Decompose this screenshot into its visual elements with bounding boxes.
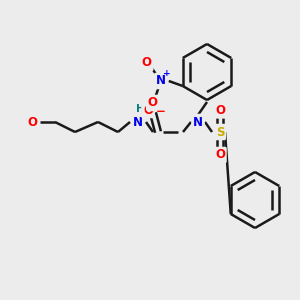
Text: N: N (193, 116, 203, 128)
Text: O: O (148, 97, 158, 110)
Text: O: O (215, 148, 225, 161)
Text: N: N (133, 116, 143, 128)
Text: O: O (143, 103, 153, 116)
Text: +: + (163, 68, 171, 77)
Text: O: O (142, 56, 152, 70)
Text: N: N (156, 74, 166, 88)
Text: O: O (215, 103, 225, 116)
Text: S: S (216, 125, 224, 139)
Text: O: O (27, 116, 37, 128)
Text: −: − (156, 104, 166, 118)
Text: H: H (136, 104, 144, 114)
